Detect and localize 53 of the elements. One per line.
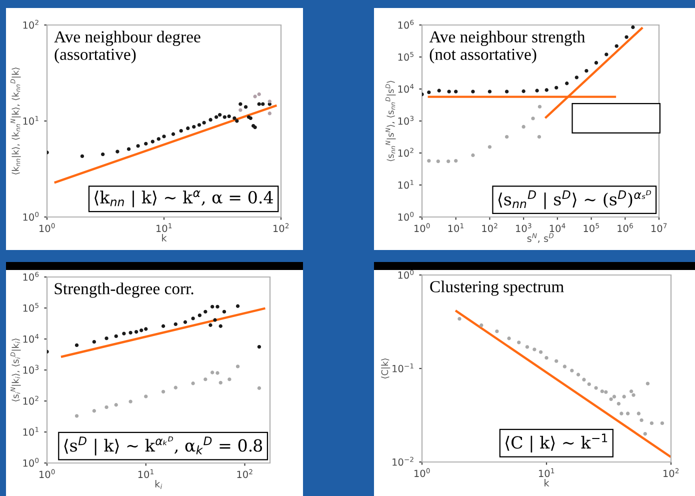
x-tick-label: 10$^{2}$ <box>664 468 679 478</box>
annotation: ⟨s$^{D}$ | k⟩ ~ k$^{αₖᴰ}$, α$_{k}$$^{D}$ = 0.8 <box>64 436 262 456</box>
x-tick-label: 10$^{1}$ <box>138 469 154 478</box>
annotation: ⟨C | k⟩ ~ k$^{−1}$ <box>506 434 608 452</box>
y-tick-label: 10$^{2}$ <box>23 396 38 405</box>
x-tick-label: 10$^{2}$ <box>482 223 498 232</box>
x-axis-title: s$^{N}$, s$^{D}$ <box>527 233 554 244</box>
x-tick-label: 10$^{0}$ <box>40 223 55 232</box>
text: ⟨s$_{nn}$$^{N}$|s$^{N}$⟩, ⟨s$_{nn}$$^{D}$|s$^{D}$⟩ <box>386 80 396 162</box>
x-tick-label: 10$^{2}$ <box>274 223 289 232</box>
y-tick-label: 10$^{0}$ <box>398 270 414 279</box>
x-tick-label: 10$^{0}$ <box>40 469 55 478</box>
chart-title: Clustering spectrum <box>430 280 564 296</box>
x-tick-label: 10$^{6}$ <box>618 223 633 232</box>
y-tick-label: 10$^{−1}$ <box>392 363 414 372</box>
text: ⟨s$_{nn}$$^{D}$ | s$^{D}$⟩ ~ (s$^{D}$)$^{αₛᴰ}$ <box>498 190 652 210</box>
x-tick-label: 10$^{3}$ <box>516 223 532 232</box>
y-tick-label: 10$^{2}$ <box>23 20 38 29</box>
x-tick-label: 10$^{2}$ <box>237 469 252 478</box>
y-tick-label: 10$^{0}$ <box>23 212 39 221</box>
x-tick-label: 10$^{7}$ <box>652 223 667 232</box>
annotation: ⟨k$_{nn}$ | k⟩ ~ k$^{α}$, α = 0.4 <box>94 190 274 208</box>
x-tick-label: 10$^{0}$ <box>414 223 430 232</box>
chart-title: Strength-degree corr. <box>54 282 194 298</box>
y-tick-label: 10$^{5}$ <box>398 52 414 61</box>
text: ⟨s$_{i}$$^{N}$|k$_{i}$⟩, ⟨s$_{i}$$^{D}$|k$_{i}$⟩ <box>10 338 21 402</box>
y-tick-label: 10$^{6}$ <box>23 272 39 281</box>
x-tick-label: 10$^{0}$ <box>414 468 430 478</box>
x-axis-title: k$_{i}$ <box>155 480 162 490</box>
x-axis-title: k <box>544 479 550 486</box>
y-tick-label: 10$^{1}$ <box>23 426 38 436</box>
y-tick-label: 10$^{3}$ <box>398 116 414 125</box>
text: ⟨k$_{nn}$|k⟩, ⟨k$_{nn}$$^{N}$|k⟩, ⟨k$_{nn}$$^{D}$|k⟩ <box>10 68 21 174</box>
x-tick-label: 10$^{1}$ <box>448 223 464 232</box>
y-tick-label: 10$^{0}$ <box>23 458 39 467</box>
y-tick-label: 10$^{−2}$ <box>392 456 414 466</box>
text: Ave neighbour degree (assortative) <box>54 30 200 64</box>
x-tick-label: 10$^{5}$ <box>584 223 599 232</box>
x-tick-label: 10$^{4}$ <box>550 223 566 232</box>
y-tick-label: 10$^{2}$ <box>398 148 414 157</box>
text: Ave neighbour strength (not assortative) <box>429 30 586 64</box>
y-tick-label: 10$^{1}$ <box>398 180 414 189</box>
y-tick-label: 10$^{6}$ <box>398 20 414 29</box>
y-tick-label: 10$^{3}$ <box>23 364 38 374</box>
x-tick-label: 10$^{1}$ <box>156 223 172 232</box>
x-axis-title: k <box>162 234 167 242</box>
y-tick-label: 10$^{5}$ <box>23 302 38 312</box>
y-tick-label: 10$^{1}$ <box>23 116 38 125</box>
y-axis-title: ⟨C|k⟩ <box>381 358 390 378</box>
x-tick-label: 10$^{1}$ <box>539 468 554 478</box>
y-tick-label: 10$^{4}$ <box>23 334 39 343</box>
y-tick-label: 10$^{4}$ <box>398 84 414 93</box>
y-tick-label: 10$^{0}$ <box>398 212 414 221</box>
